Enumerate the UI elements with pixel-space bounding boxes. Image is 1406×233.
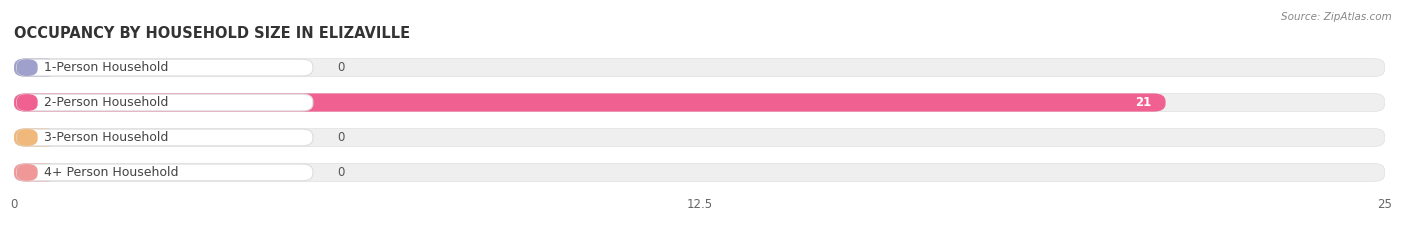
FancyBboxPatch shape — [14, 93, 1166, 112]
Text: 0: 0 — [337, 131, 344, 144]
FancyBboxPatch shape — [17, 164, 38, 181]
FancyBboxPatch shape — [14, 128, 1385, 147]
Text: 1-Person Household: 1-Person Household — [44, 61, 169, 74]
FancyBboxPatch shape — [14, 163, 58, 182]
FancyBboxPatch shape — [17, 129, 314, 146]
Text: 4+ Person Household: 4+ Person Household — [44, 166, 179, 179]
FancyBboxPatch shape — [14, 58, 58, 77]
FancyBboxPatch shape — [14, 163, 1385, 182]
Text: Source: ZipAtlas.com: Source: ZipAtlas.com — [1281, 12, 1392, 22]
FancyBboxPatch shape — [17, 164, 314, 181]
Text: 3-Person Household: 3-Person Household — [44, 131, 169, 144]
FancyBboxPatch shape — [17, 59, 38, 76]
Text: 0: 0 — [337, 61, 344, 74]
FancyBboxPatch shape — [17, 59, 314, 76]
Text: OCCUPANCY BY HOUSEHOLD SIZE IN ELIZAVILLE: OCCUPANCY BY HOUSEHOLD SIZE IN ELIZAVILL… — [14, 26, 411, 41]
Text: 0: 0 — [337, 166, 344, 179]
FancyBboxPatch shape — [17, 129, 38, 146]
FancyBboxPatch shape — [17, 94, 38, 111]
FancyBboxPatch shape — [14, 58, 1385, 77]
Text: 21: 21 — [1136, 96, 1152, 109]
FancyBboxPatch shape — [14, 128, 58, 147]
FancyBboxPatch shape — [17, 94, 314, 111]
Text: 2-Person Household: 2-Person Household — [44, 96, 169, 109]
FancyBboxPatch shape — [14, 93, 1385, 112]
